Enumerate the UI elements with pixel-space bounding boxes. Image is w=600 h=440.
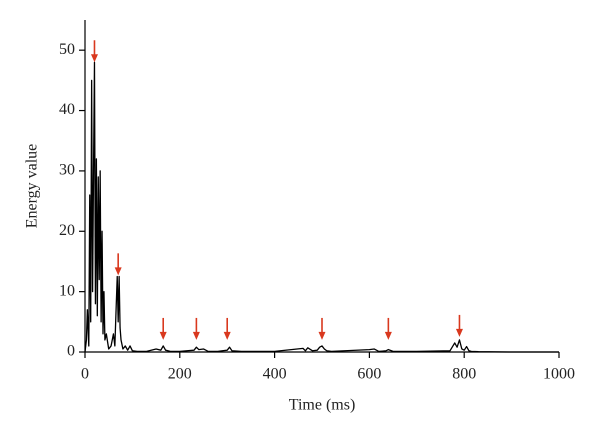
arrow-head (90, 54, 98, 63)
signal-line (84, 61, 559, 353)
y-tick-label: 10 (59, 282, 75, 299)
arrow-head (223, 331, 231, 340)
arrow-head (318, 331, 326, 340)
x-tick-label: 800 (452, 366, 476, 383)
peak-arrow (90, 40, 98, 63)
peak-arrow (159, 317, 167, 340)
y-axis-label: Energy value (24, 144, 41, 229)
x-tick-label: 400 (263, 366, 287, 383)
arrow-head (192, 331, 200, 340)
arrow-head (114, 267, 122, 276)
y-tick-label: 0 (67, 343, 75, 360)
x-axis-label: Time (ms) (289, 397, 356, 414)
peak-arrow (114, 253, 122, 276)
y-tick-label: 20 (59, 222, 75, 239)
x-tick-label: 600 (357, 366, 381, 383)
arrow-head (455, 328, 463, 337)
x-tick-label: 200 (168, 366, 192, 383)
peak-arrow (192, 317, 200, 340)
peak-arrow (384, 317, 392, 340)
arrow-head (159, 331, 167, 340)
y-tick-label: 50 (59, 41, 75, 58)
peak-arrow (223, 317, 231, 340)
y-tick-label: 30 (59, 162, 75, 179)
arrow-head (384, 331, 392, 340)
peak-arrow (455, 314, 463, 337)
x-tick-label: 1000 (543, 366, 575, 383)
x-tick-label: 0 (81, 366, 89, 383)
peak-arrow (318, 317, 326, 340)
y-tick-label: 40 (59, 101, 75, 118)
